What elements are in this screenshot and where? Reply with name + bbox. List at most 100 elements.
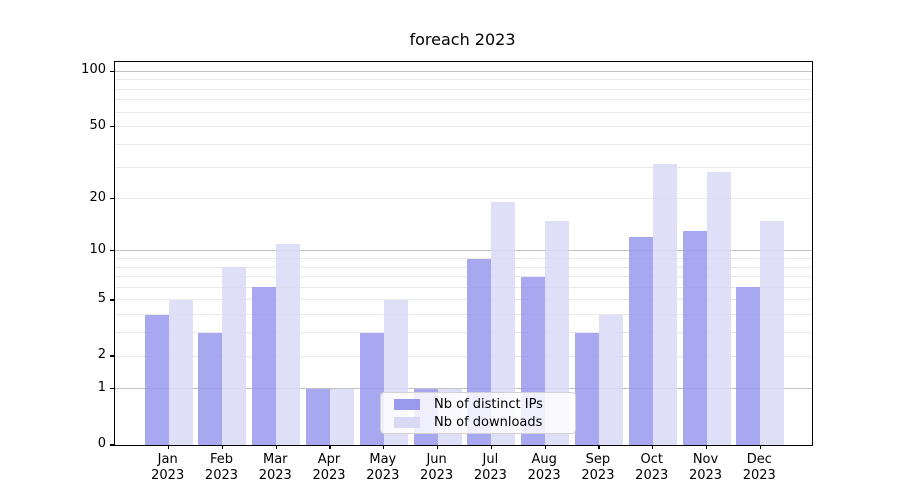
bar-downloads-mar	[276, 243, 301, 445]
y-gridline-major	[115, 70, 812, 72]
x-tick	[652, 445, 654, 449]
y-gridline-minor	[115, 355, 812, 357]
plot-area	[110, 61, 813, 449]
y-tick-label: 100	[81, 62, 106, 78]
x-tick	[705, 445, 708, 449]
bar-distinct-ips-apr	[306, 388, 331, 445]
bar-downloads-sep	[598, 314, 623, 445]
x-tick-label-month: Jul	[482, 452, 499, 467]
bar-distinct-ips-jan	[144, 314, 169, 445]
x-tick-label: Feb 2023	[193, 452, 249, 483]
x-tick-label: Jun 2023	[409, 452, 465, 483]
x-tick-label: Jan 2023	[140, 452, 196, 483]
y-tick	[110, 250, 114, 252]
x-tick-label: May 2023	[355, 452, 411, 483]
x-tick-label-year: 2023	[151, 467, 185, 483]
x-tick-label-year: 2023	[366, 467, 400, 483]
legend-label-distinct-ips: Nb of distinct IPs	[434, 396, 543, 412]
y-tick	[110, 444, 114, 446]
bar-downloads-dec	[760, 220, 785, 445]
bar-downloads-nov	[706, 172, 731, 445]
x-tick	[490, 445, 492, 449]
x-tick-label-year: 2023	[527, 467, 561, 483]
x-tick-label: Nov 2023	[678, 452, 734, 483]
x-tick-label: Mar 2023	[247, 452, 303, 483]
x-tick-label-year: 2023	[742, 467, 776, 483]
y-tick	[110, 197, 114, 200]
y-tick-label: 2	[97, 347, 106, 363]
x-tick	[329, 445, 331, 449]
x-tick-label: Apr 2023	[301, 452, 357, 483]
bar-downloads-feb	[222, 267, 247, 445]
chart-title: foreach 2023	[409, 30, 516, 49]
y-tick	[110, 70, 114, 72]
y-gridline-minor	[115, 276, 812, 278]
y-gridline-minor	[115, 143, 812, 145]
x-tick	[383, 445, 385, 449]
y-tick-label: 5	[97, 290, 106, 306]
x-tick	[759, 445, 761, 449]
bar-distinct-ips-may	[359, 332, 384, 445]
x-tick-label-year: 2023	[420, 467, 454, 483]
y-gridline-minor	[115, 332, 812, 334]
bar-distinct-ips-nov	[682, 231, 707, 445]
x-tick-label-month: Feb	[209, 452, 233, 467]
y-gridline-minor	[115, 299, 812, 301]
x-tick-label: Oct 2023	[624, 452, 680, 483]
x-tick-label-year: 2023	[688, 467, 723, 483]
x-tick-label-year: 2023	[581, 467, 615, 483]
x-tick-label-year: 2023	[473, 467, 507, 483]
x-tick-label: Dec 2023	[731, 452, 787, 483]
bar-distinct-ips-feb	[198, 332, 223, 445]
legend-item-downloads: Nb of downloads	[381, 413, 575, 431]
bar-downloads-apr	[330, 388, 355, 445]
x-tick-label-year: 2023	[258, 467, 292, 483]
y-tick-label: 50	[89, 117, 106, 133]
x-tick-label: Sep 2023	[570, 452, 626, 483]
x-tick-label-month: Aug	[531, 452, 557, 467]
x-tick-label-month: Dec	[746, 452, 772, 467]
x-tick-label-year: 2023	[635, 467, 669, 483]
y-gridline-minor	[115, 198, 812, 200]
x-tick	[544, 445, 546, 449]
y-gridline-minor	[115, 126, 812, 128]
x-tick-label: Aug 2023	[516, 452, 572, 483]
legend-swatch-downloads	[394, 416, 420, 428]
legend-item-distinct-ips: Nb of distinct IPs	[381, 395, 575, 413]
y-gridline-minor	[115, 258, 812, 260]
y-tick	[110, 299, 114, 301]
y-gridline-minor	[115, 314, 812, 316]
y-tick	[110, 355, 114, 357]
legend-label-downloads: Nb of downloads	[434, 414, 543, 430]
y-gridline-major	[115, 250, 812, 252]
y-gridline-minor	[115, 88, 812, 90]
x-tick-label-month: Sep	[585, 452, 611, 467]
bar-distinct-ips-sep	[574, 332, 599, 445]
y-gridline-minor	[115, 266, 812, 268]
bar-distinct-ips-dec	[736, 287, 761, 445]
x-tick	[221, 445, 224, 449]
bar-downloads-jan	[168, 299, 193, 445]
bar-distinct-ips-oct	[628, 237, 653, 445]
x-tick-label-month: Mar	[262, 452, 288, 467]
bar-downloads-oct	[652, 164, 677, 445]
y-tick	[110, 126, 114, 128]
x-tick	[168, 445, 170, 449]
x-tick-label-month: Jun	[426, 452, 447, 467]
y-tick	[110, 388, 114, 390]
y-gridline-minor	[115, 166, 812, 168]
y-tick-label: 0	[97, 436, 106, 451]
x-tick-label-month: Nov	[692, 452, 719, 467]
x-tick	[275, 445, 277, 449]
y-tick-label: 20	[89, 189, 106, 205]
bar-distinct-ips-mar	[252, 287, 277, 445]
y-tick-label: 10	[89, 241, 106, 257]
y-gridline-minor	[115, 286, 812, 288]
x-tick-label-month: Oct	[640, 452, 663, 467]
y-gridline-minor	[115, 111, 812, 113]
x-tick	[437, 445, 439, 449]
x-tick-label-year: 2023	[204, 467, 239, 483]
x-tick-label: Jul 2023	[462, 452, 518, 483]
y-tick-label: 1	[97, 379, 106, 395]
